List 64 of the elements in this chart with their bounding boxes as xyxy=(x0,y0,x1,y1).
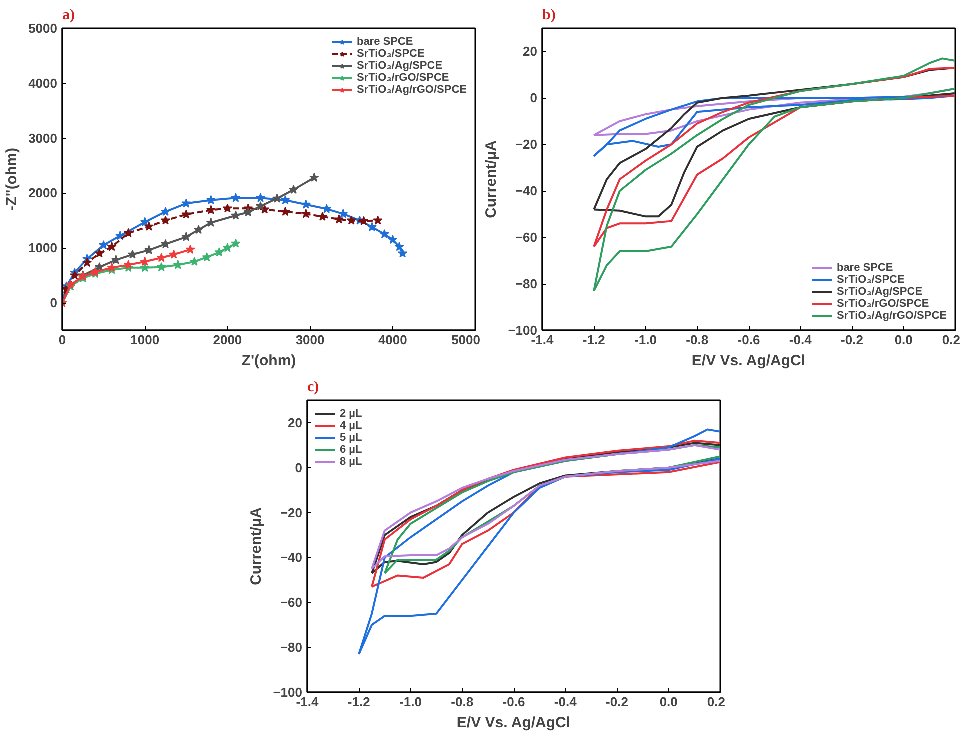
legend-label: SrTiO₃/rGO/SPCE xyxy=(836,298,930,310)
y-tick-label: −40 xyxy=(280,550,303,566)
x-tick-label: -1.2 xyxy=(582,332,606,348)
legend-label: 8 µL xyxy=(340,456,362,468)
x-tick-label: 0.0 xyxy=(894,332,913,348)
x-tick-label: 0.2 xyxy=(942,332,961,348)
x-tick-label: -1.2 xyxy=(348,694,370,710)
y-tick-label: −60 xyxy=(280,595,303,610)
x-tick-label: -0.4 xyxy=(789,332,813,348)
y-tick-label: −20 xyxy=(280,505,303,520)
legend-label: 2 µL xyxy=(340,408,362,420)
x-tick-label: -0.2 xyxy=(606,694,628,710)
y-tick-label: −80 xyxy=(280,640,303,656)
legend-label: SrTiO₃/Ag/rGO/SPCE xyxy=(356,84,467,96)
legend-label: 5 µL xyxy=(340,432,362,444)
legend-label: SrTiO₃/rGO/SPCE xyxy=(356,72,450,84)
y-axis-title: Current/µA xyxy=(483,140,500,218)
x-axis-title: Z'(ohm) xyxy=(242,352,296,370)
x-tick-label: -1.0 xyxy=(634,332,657,348)
y-tick-label: −20 xyxy=(515,137,538,152)
legend-label: SrTiO₃/Ag/SPCE xyxy=(836,286,923,298)
y-tick-label: −60 xyxy=(515,230,538,246)
y-tick-label: −40 xyxy=(515,184,538,199)
x-tick-label: -0.2 xyxy=(841,332,864,348)
chart-title: c) xyxy=(308,380,320,396)
x-tick-label: 1000 xyxy=(130,332,160,348)
y-axis-title: Current/µA xyxy=(248,507,266,586)
chart-title: b) xyxy=(542,8,556,24)
y-tick-label: 0 xyxy=(295,460,303,476)
legend-label: 6 µL xyxy=(340,444,362,456)
legend-label: SrTiO₃/SPCE xyxy=(356,48,425,60)
x-tick-label: -1.0 xyxy=(400,694,422,710)
y-tick-label: −80 xyxy=(515,276,538,292)
x-tick-label: -0.4 xyxy=(554,694,578,710)
x-tick-label: 0.0 xyxy=(660,694,678,710)
chart-title: a) xyxy=(62,8,75,24)
y-tick-label: 4000 xyxy=(28,76,58,91)
legend-label: bare SPCE xyxy=(836,262,894,274)
legend-label: SrTiO₃/Ag/rGO/SPCE xyxy=(836,310,947,322)
x-axis-title: E/V Vs. Ag/AgCl xyxy=(692,352,806,370)
legend-label: bare SPCE xyxy=(356,36,414,48)
x-tick-label: 4000 xyxy=(378,332,408,348)
legend-label: SrTiO₃/Ag/SPCE xyxy=(356,60,443,72)
x-tick-label: 5000 xyxy=(452,332,480,348)
x-tick-label: 2000 xyxy=(213,332,242,348)
x-tick-label: 0.2 xyxy=(707,694,726,710)
x-axis-title: E/V Vs. Ag/AgCl xyxy=(456,714,571,732)
legend-label: SrTiO₃/SPCE xyxy=(836,274,905,286)
legend-label: 4 µL xyxy=(340,420,362,432)
y-tick-label: 3000 xyxy=(28,130,58,146)
y-tick-label: 2000 xyxy=(28,186,58,201)
y-tick-label: 0 xyxy=(50,296,58,311)
y-axis-title: -Z"(ohm) xyxy=(4,148,21,211)
y-tick-label: 20 xyxy=(288,415,303,430)
x-tick-label: -0.8 xyxy=(451,694,474,710)
y-tick-label: −100 xyxy=(273,685,303,700)
y-tick-label: 0 xyxy=(530,90,538,106)
y-tick-label: 1000 xyxy=(28,240,58,256)
x-tick-label: -0.8 xyxy=(686,332,709,348)
x-tick-label: -0.6 xyxy=(502,694,526,710)
x-tick-label: -0.6 xyxy=(738,332,760,348)
y-tick-label: 5000 xyxy=(28,21,58,36)
y-tick-label: −100 xyxy=(508,323,538,338)
y-tick-label: 20 xyxy=(523,44,538,60)
